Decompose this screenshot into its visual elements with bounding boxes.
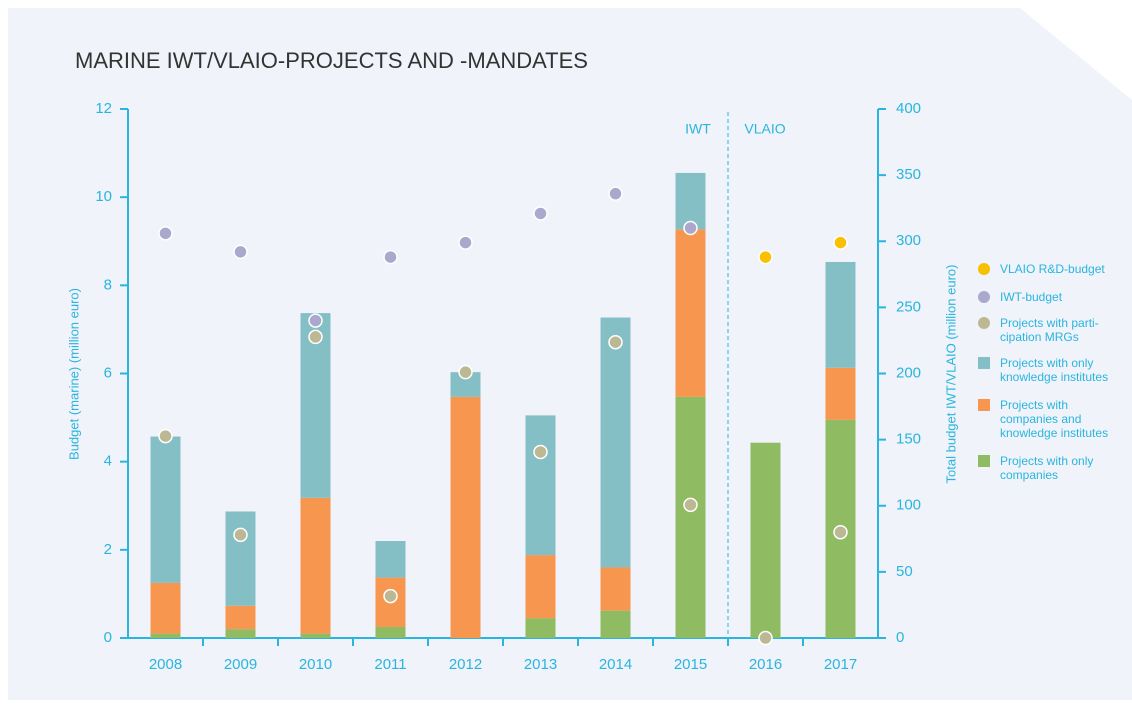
legend-item: IWT-budget xyxy=(978,290,1062,304)
y2-tick-label: 200 xyxy=(896,364,921,381)
y-tick-label: 12 xyxy=(95,100,112,117)
y-tick-label: 6 xyxy=(104,364,112,381)
legend-swatch xyxy=(978,455,990,467)
bar-segment xyxy=(225,605,256,630)
bar-segment xyxy=(300,497,331,634)
dot xyxy=(158,226,173,241)
y2-tick-label: 300 xyxy=(896,232,921,249)
legend-swatch xyxy=(978,263,990,275)
legend-swatch xyxy=(978,291,990,303)
y2-tick-label: 400 xyxy=(896,100,921,117)
y2-axis-label: Total budget IWT/VLAIO (million euro) xyxy=(943,265,958,484)
dot xyxy=(233,527,248,543)
bar-segment xyxy=(600,317,631,568)
dot xyxy=(758,249,773,265)
y2-tick-label: 150 xyxy=(896,431,921,448)
bar-segment xyxy=(225,511,256,606)
y2-tick-label: 350 xyxy=(896,166,921,183)
bar-segment xyxy=(525,415,556,556)
bar-segment xyxy=(450,396,481,638)
bar-segment xyxy=(150,582,181,634)
bar-segment xyxy=(150,436,181,583)
bar-segment xyxy=(675,172,706,230)
y2-tick-label: 250 xyxy=(896,298,921,315)
dot xyxy=(533,206,548,221)
bar-segment xyxy=(375,626,406,638)
x-tick-label: 2017 xyxy=(824,656,857,673)
bar-segment xyxy=(825,367,856,420)
bar-segment xyxy=(675,229,706,397)
annotation: VLAIO xyxy=(744,121,785,137)
dot xyxy=(308,313,323,328)
dot xyxy=(533,444,548,460)
y-tick-label: 4 xyxy=(104,453,112,470)
legend-label: IWT-budget xyxy=(1000,290,1063,304)
dot xyxy=(608,334,623,350)
x-tick-label: 2010 xyxy=(299,656,332,673)
y-tick-label: 8 xyxy=(104,276,112,293)
legend-item: VLAIO R&D-budget xyxy=(978,262,1105,276)
x-tick-label: 2015 xyxy=(674,656,707,673)
legend-item: Projects with only companies xyxy=(978,454,1093,482)
x-tick-label: 2013 xyxy=(524,656,557,673)
bar-segment xyxy=(150,633,181,638)
x-tick-label: 2016 xyxy=(749,656,782,673)
x-tick-label: 2009 xyxy=(224,656,257,673)
dot xyxy=(458,364,473,380)
bar-segment xyxy=(225,629,256,638)
dot xyxy=(233,244,248,260)
x-tick-label: 2012 xyxy=(449,656,482,673)
dot xyxy=(833,235,848,250)
legend-item: Projects with parti- cipation MRGs xyxy=(978,316,1099,344)
bar-segment xyxy=(375,541,406,578)
dot xyxy=(458,235,473,250)
dot xyxy=(833,524,848,540)
chart-title: MARINE IWT/VLAIO-PROJECTS AND -MANDATES xyxy=(75,48,588,73)
dot xyxy=(383,249,398,265)
dot xyxy=(683,220,698,236)
bar-segment xyxy=(675,396,706,638)
bar-segment xyxy=(750,442,781,638)
dot xyxy=(308,329,323,345)
dot xyxy=(683,497,698,513)
x-tick-label: 2008 xyxy=(149,656,182,673)
dot xyxy=(758,630,773,646)
bar-segment xyxy=(600,610,631,638)
legend-label: Projects with companies and knowledge in… xyxy=(1000,398,1109,440)
legend-label: Projects with only knowledge institutes xyxy=(1000,356,1109,384)
legend-label: Projects with only companies xyxy=(1000,454,1094,482)
bar-segment xyxy=(600,567,631,611)
legend-item: Projects with only knowledge institutes xyxy=(978,356,1108,384)
bar-segment xyxy=(525,618,556,638)
dot xyxy=(158,428,173,444)
bar-segment xyxy=(300,633,331,638)
y2-tick-label: 100 xyxy=(896,497,921,514)
x-tick-label: 2011 xyxy=(374,656,406,673)
bar-segment xyxy=(525,555,556,619)
annotation: IWT xyxy=(685,121,711,137)
y-tick-label: 2 xyxy=(104,541,112,558)
legend-item: Projects with companies and knowledge in… xyxy=(978,398,1108,440)
legend-label: VLAIO R&D-budget xyxy=(1000,262,1105,276)
legend-swatch xyxy=(978,357,990,369)
y-tick-label: 10 xyxy=(95,188,112,205)
y-tick-label: 0 xyxy=(104,629,112,646)
y2-tick-label: 0 xyxy=(896,629,904,646)
dot xyxy=(608,186,623,201)
x-tick-label: 2014 xyxy=(599,656,632,673)
y-axis-label: Budget (marine) (million euro) xyxy=(66,288,81,460)
legend-label: Projects with parti- cipation MRGs xyxy=(1000,316,1099,344)
legend-swatch xyxy=(978,317,990,329)
dot xyxy=(383,588,398,604)
legend-swatch xyxy=(978,399,990,411)
y2-tick-label: 50 xyxy=(896,563,913,580)
bar-segment xyxy=(825,261,856,368)
